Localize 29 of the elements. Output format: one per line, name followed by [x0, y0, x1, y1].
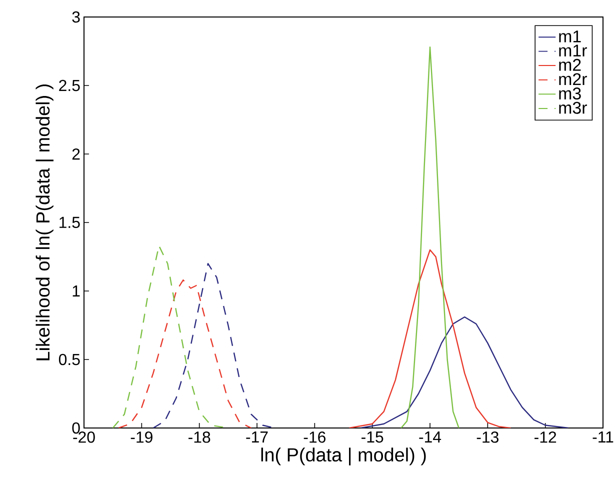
y-tick-label: 1.5: [60, 216, 80, 228]
x-tick-label: -13: [476, 432, 498, 443]
legend-label: m3: [559, 88, 581, 100]
legend-label: m3r: [559, 102, 587, 114]
y-tick-label: 0.5: [58, 354, 80, 366]
x-tick-label: -14: [419, 432, 442, 442]
line-series: [360, 316, 570, 428]
y-tick-label: 0: [72, 422, 80, 434]
y-tick-label: 1: [72, 286, 80, 296]
line-series: [348, 249, 512, 428]
legend-label: m1r: [559, 44, 587, 56]
y-tick-label: 3: [72, 11, 80, 23]
x-tick-label: -18: [188, 432, 210, 443]
line-series: [400, 46, 460, 428]
x-tick-label: -19: [130, 432, 152, 443]
x-tick-label: -12: [534, 432, 556, 443]
x-axis-title: ln( P(data | model) ): [261, 448, 426, 466]
y-tick-label: 2: [72, 148, 80, 160]
x-tick-label: -16: [304, 432, 326, 443]
x-tick-label: -17: [246, 432, 268, 442]
x-tick-label: -15: [362, 432, 384, 443]
legend-label: m2: [559, 58, 581, 71]
line-series: [118, 279, 252, 428]
y-axis-title: Likelihood of ln( P(data | model) ): [36, 84, 54, 360]
x-tick-label: -11: [592, 432, 614, 442]
legend-label: m2r: [559, 73, 587, 86]
legend-label: m1: [559, 30, 581, 42]
x-tick-label: -20: [73, 432, 95, 443]
y-tick-label: 2.5: [59, 80, 80, 92]
